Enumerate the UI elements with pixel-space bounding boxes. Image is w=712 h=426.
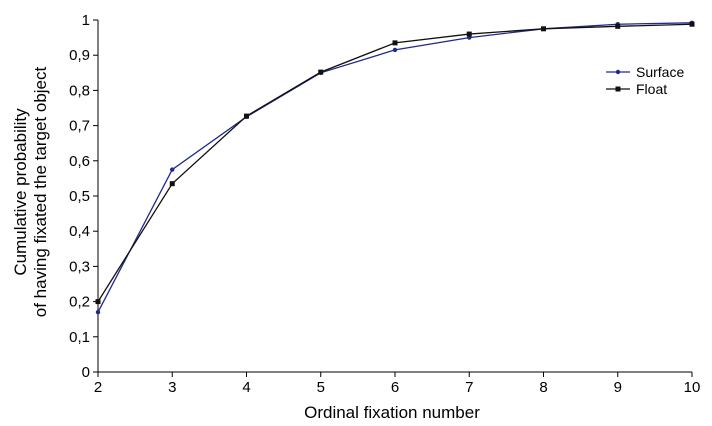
y-axis-title: Cumulative probability of having fixated… [11,67,50,318]
x-tick-label: 5 [317,379,325,396]
data-point-float [392,40,398,46]
y-tick-label: 0,6 [69,153,90,170]
x-axis-title: Ordinal fixation number [304,403,480,422]
data-point-float [541,26,546,32]
x-tick-label: 4 [242,379,250,396]
legend: Surface Float [606,64,684,97]
data-point-float [95,299,101,305]
data-point-float [615,23,621,29]
y-axis-title-line-2: of having fixated the target object [31,67,50,318]
series-surface [95,20,695,315]
x-axis-ticks: 2 3 4 5 6 7 8 9 10 [94,372,701,396]
x-tick-label: 6 [391,379,399,396]
y-axis-title-line-1: Cumulative probability [11,108,30,276]
legend-float-marker [615,86,621,92]
legend-surface-label: Surface [636,64,684,80]
data-point-surface [392,47,398,53]
data-point-surface [170,167,175,172]
y-tick-label: 0,8 [69,82,90,99]
y-tick-label: 0,5 [69,188,90,205]
x-tick-label: 7 [465,379,473,396]
y-tick-label: 0,7 [69,118,90,135]
legend-float-label: Float [636,81,667,97]
series-layer [95,20,695,315]
legend-surface-marker [615,69,621,75]
x-tick-label: 9 [614,379,622,396]
x-tick-label: 3 [168,379,176,396]
y-tick-label: 0,1 [69,329,90,346]
y-tick-label: 0,9 [69,47,90,64]
x-tick-label: 10 [684,379,701,396]
axes [97,20,692,373]
data-point-float [169,181,175,187]
y-axis-ticks: 0 0,1 0,2 0,3 0,4 0,5 0,6 0,7 0,8 0,9 1 [69,12,98,381]
x-tick-label: 2 [94,379,102,396]
data-point-float [244,113,249,119]
y-tick-label: 0 [82,364,90,381]
data-point-float [318,69,324,75]
series-float [95,21,695,305]
y-tick-label: 1 [82,12,90,29]
y-tick-label: 0,4 [69,223,90,240]
data-point-float [689,21,695,27]
series-line-surface [97,22,693,313]
y-tick-label: 0,3 [69,258,90,275]
data-point-surface [95,309,101,315]
y-tick-label: 0,2 [69,294,90,311]
series-line-float [97,23,693,302]
x-tick-label: 8 [539,379,547,396]
data-point-float [466,31,472,37]
